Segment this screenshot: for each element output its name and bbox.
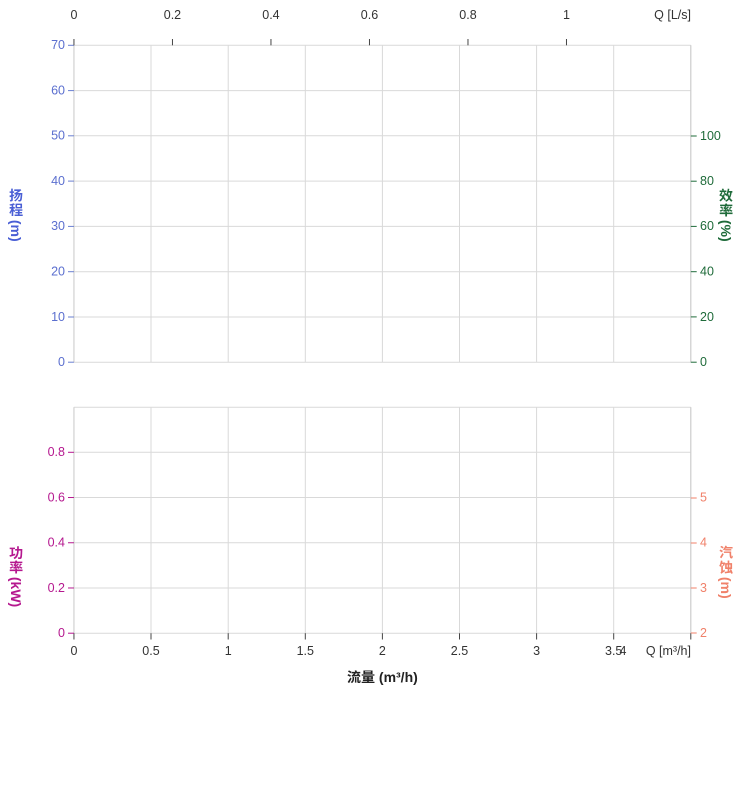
svg-text:Q [m³/h]: Q [m³/h] xyxy=(646,644,691,658)
svg-text:0.4: 0.4 xyxy=(262,8,279,22)
svg-text:0.8: 0.8 xyxy=(459,8,476,22)
svg-text:0.5: 0.5 xyxy=(142,644,159,658)
svg-text:4: 4 xyxy=(620,644,627,658)
svg-text:2: 2 xyxy=(379,644,386,658)
svg-text:0.2: 0.2 xyxy=(164,8,181,22)
svg-text:10: 10 xyxy=(51,310,65,324)
svg-text:1.5: 1.5 xyxy=(297,644,314,658)
svg-text:0.8: 0.8 xyxy=(48,445,65,459)
svg-text:0.2: 0.2 xyxy=(48,581,65,595)
svg-text:0: 0 xyxy=(58,626,65,640)
svg-text:50: 50 xyxy=(51,129,65,143)
svg-text:0.4: 0.4 xyxy=(48,536,65,550)
svg-text:40: 40 xyxy=(51,174,65,188)
svg-text:1: 1 xyxy=(225,644,232,658)
svg-text:2: 2 xyxy=(700,626,707,640)
svg-text:流量 (m³/h): 流量 (m³/h) xyxy=(347,669,418,685)
svg-text:3.5: 3.5 xyxy=(605,644,622,658)
svg-text:2.5: 2.5 xyxy=(451,644,468,658)
svg-text:20: 20 xyxy=(51,265,65,279)
svg-text:Q [L/s]: Q [L/s] xyxy=(654,8,691,22)
svg-text:80: 80 xyxy=(700,174,714,188)
svg-text:3: 3 xyxy=(700,581,707,595)
svg-text:60: 60 xyxy=(700,219,714,233)
svg-text:20: 20 xyxy=(700,310,714,324)
svg-text:4: 4 xyxy=(700,536,707,550)
svg-text:30: 30 xyxy=(51,219,65,233)
svg-text:0.6: 0.6 xyxy=(361,8,378,22)
svg-text:0.6: 0.6 xyxy=(48,490,65,504)
svg-text:0: 0 xyxy=(58,355,65,369)
svg-text:0: 0 xyxy=(70,8,77,22)
svg-text:0: 0 xyxy=(70,644,77,658)
svg-text:100: 100 xyxy=(700,129,721,143)
svg-text:0: 0 xyxy=(700,355,707,369)
svg-text:40: 40 xyxy=(700,265,714,279)
svg-text:60: 60 xyxy=(51,83,65,97)
svg-text:5: 5 xyxy=(700,490,707,504)
svg-text:3: 3 xyxy=(533,644,540,658)
svg-text:70: 70 xyxy=(51,38,65,52)
svg-text:1: 1 xyxy=(563,8,570,22)
